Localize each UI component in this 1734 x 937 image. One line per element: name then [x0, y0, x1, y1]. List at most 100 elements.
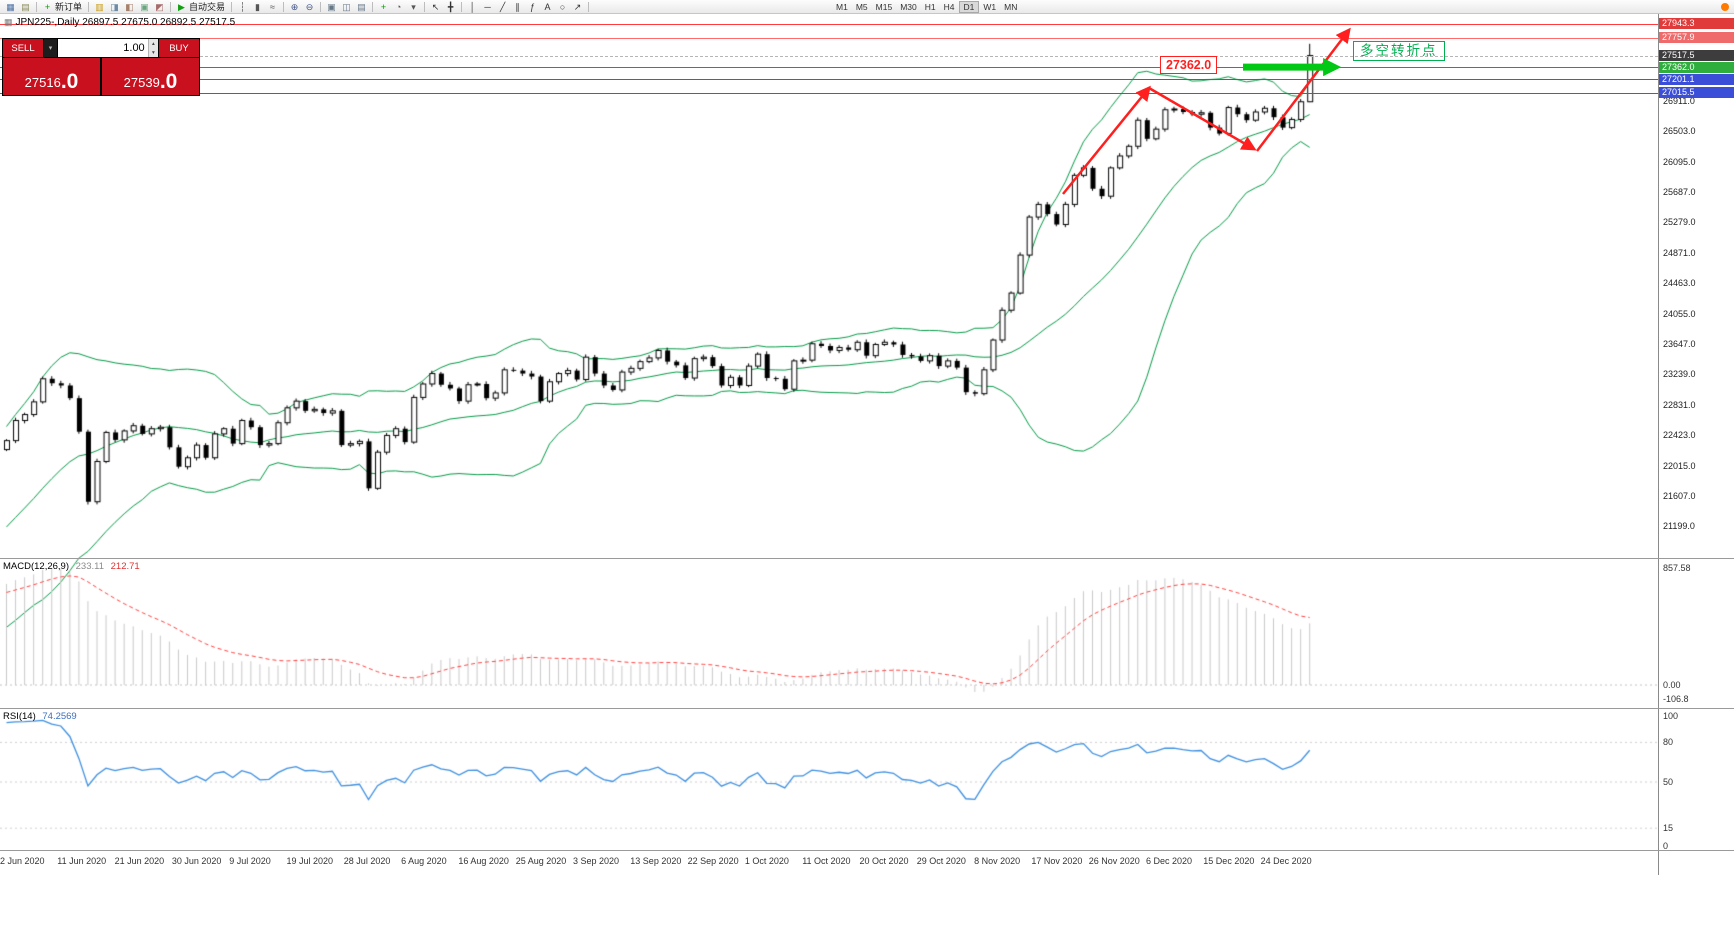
price-axis-tick: 22831.0	[1663, 399, 1696, 410]
turning-point-note[interactable]: 多空转折点	[1353, 41, 1445, 61]
time-axis-label: 15 Dec 2020	[1203, 856, 1255, 866]
cascade-windows-icon[interactable]: ◫	[342, 1, 351, 12]
price-axis-tick: 26911.0	[1663, 95, 1695, 106]
rsi-scale-label: 100	[1663, 711, 1679, 721]
resistance-price-label[interactable]: 27362.0	[1160, 56, 1218, 74]
toolbar-separator	[283, 1, 285, 12]
order-type-dropdown-icon[interactable]: ▾	[44, 39, 57, 57]
data-window-icon[interactable]: ◨	[110, 1, 119, 12]
parallel-channel-icon[interactable]: ∥	[515, 1, 520, 12]
toolbar-separator	[588, 1, 590, 12]
periods-icon[interactable]: ◔	[395, 1, 402, 12]
new-order-label[interactable]: 新订单	[55, 2, 83, 12]
strategy-tester-icon[interactable]: ◩	[155, 1, 164, 12]
macd-scale-label: 857.58	[1663, 563, 1691, 573]
timeframe-h1[interactable]: H1	[924, 1, 936, 12]
market-watch-icon[interactable]: ▥	[95, 1, 104, 12]
time-axis-label: 16 Aug 2020	[458, 856, 509, 866]
hline-icon[interactable]: ─	[484, 1, 491, 12]
price-axis-badge: 27943.3	[1659, 18, 1734, 30]
macd-indicator-label: MACD(12,26,9) 233.11 212.71	[3, 561, 140, 572]
price-axis-badge: 27757.9	[1659, 32, 1734, 44]
price-axis-tick: 26095.0	[1663, 156, 1696, 167]
toolbar-icon-group: ▦ ▤ + 新订单 ▥ ◨ ◧ ▣ ◩ ▶ 自动交易 ┆ ▮ ≈ ⊕ ⊖ ▣ ◫ ▤ + ◔ ▾ ↖ ╋ │ ─ ╱ ∥ ƒ A ○ ↗	[3, 0, 592, 13]
timeframe-m5[interactable]: M5	[855, 1, 868, 12]
timeframe-m30[interactable]: M30	[900, 1, 917, 12]
chart-bars-icon[interactable]: ┆	[239, 1, 246, 12]
time-axis-label: 24 Dec 2020	[1260, 856, 1312, 866]
time-axis-label: 17 Nov 2020	[1031, 856, 1083, 866]
horizontal-level-line	[0, 67, 1658, 69]
autotrade-icon[interactable]: ▶	[178, 1, 185, 12]
buy-price-button[interactable]: 27539 .0	[102, 58, 199, 95]
rsi-scale-label: 80	[1663, 737, 1674, 748]
arrange-windows-icon[interactable]: ▤	[357, 1, 366, 12]
chart-line-icon[interactable]: ≈	[270, 1, 275, 12]
time-axis-label: 3 Sep 2020	[573, 856, 620, 866]
rsi-value: 74.2569	[42, 711, 77, 722]
cursor-icon[interactable]: ↖	[431, 1, 440, 12]
fibonacci-icon[interactable]: ƒ	[530, 1, 536, 12]
macd-main-value: 233.11	[75, 561, 104, 572]
new-chart-icon[interactable]: ▦	[6, 1, 15, 12]
panel-separator[interactable]	[0, 558, 1734, 559]
panel-separator[interactable]	[0, 850, 1734, 851]
indicators-icon[interactable]: +	[380, 1, 387, 12]
time-axis-label: 19 Jul 2020	[286, 856, 334, 866]
price-axis-tick: 23647.0	[1663, 338, 1696, 349]
buy-button[interactable]: BUY	[159, 39, 199, 57]
connection-status-icon[interactable]	[1721, 2, 1729, 11]
zoom-out-icon[interactable]: ⊖	[305, 1, 314, 12]
text-icon[interactable]: A	[544, 1, 551, 12]
timeframe-d1[interactable]: D1	[958, 0, 980, 13]
toolbar-separator	[231, 1, 233, 12]
timeframe-m1[interactable]: M1	[836, 1, 848, 12]
toolbar-separator	[88, 1, 90, 12]
time-axis-label: 25 Aug 2020	[515, 856, 567, 866]
toolbar-separator	[461, 1, 463, 12]
time-axis-label: 28 Jul 2020	[343, 856, 391, 866]
timeframe-m15[interactable]: M15	[875, 1, 893, 12]
sell-button[interactable]: SELL	[3, 39, 43, 57]
trendline-icon[interactable]: ╱	[499, 1, 506, 12]
timeframe-h4[interactable]: H4	[943, 1, 955, 12]
volume-input[interactable]	[58, 39, 148, 57]
crosshair-icon[interactable]: ╋	[447, 1, 454, 12]
shapes-icon[interactable]: ○	[559, 1, 566, 12]
volume-up-icon[interactable]: ▴	[151, 40, 155, 47]
price-axis[interactable]	[1658, 14, 1734, 875]
time-axis-label: 6 Dec 2020	[1146, 856, 1193, 866]
price-axis-tick: 26503.0	[1663, 126, 1696, 137]
price-axis-badge: 27015.5	[1659, 87, 1734, 99]
time-axis-label: 20 Oct 2020	[859, 856, 909, 866]
vline-icon[interactable]: │	[469, 1, 476, 12]
chart-symbol-icon: ▦	[4, 17, 13, 27]
time-axis-label: 13 Sep 2020	[630, 856, 682, 866]
navigator-icon[interactable]: ◧	[125, 1, 134, 12]
terminal-icon[interactable]: ▣	[140, 1, 149, 12]
main-toolbar: ▦ ▤ + 新订单 ▥ ◨ ◧ ▣ ◩ ▶ 自动交易 ┆ ▮ ≈ ⊕ ⊖ ▣ ◫ ▤ + ◔ ▾ ↖ ╋ │ ─ ╱ ∥ ƒ A ○ ↗ M1…	[0, 0, 1734, 14]
new-order-icon[interactable]: +	[44, 1, 51, 12]
profiles-icon[interactable]: ▤	[21, 1, 30, 12]
volume-down-icon[interactable]: ▾	[151, 49, 155, 56]
arrows-icon[interactable]: ↗	[573, 1, 582, 12]
tile-windows-icon[interactable]: ▣	[327, 1, 336, 12]
horizontal-level-line	[0, 37, 1658, 39]
zoom-in-icon[interactable]: ⊕	[290, 1, 299, 12]
horizontal-level-line	[0, 23, 1658, 25]
autotrade-label[interactable]: 自动交易	[189, 2, 226, 12]
timeframe-w1[interactable]: W1	[983, 1, 997, 12]
horizontal-level-line	[0, 79, 1658, 81]
rsi-indicator-label: RSI(14) 74.2569	[3, 711, 77, 722]
sell-price-button[interactable]: 27516 .0	[3, 58, 100, 95]
templates-icon[interactable]: ▾	[411, 1, 416, 12]
rsi-name: RSI(14)	[3, 711, 36, 722]
macd-signal-value: 212.71	[110, 561, 140, 572]
timeframe-mn[interactable]: MN	[1004, 1, 1018, 12]
time-axis-label: 21 Jun 2020	[114, 856, 165, 866]
chart-candles-icon[interactable]: ▮	[255, 1, 260, 12]
panel-separator[interactable]	[0, 708, 1734, 709]
